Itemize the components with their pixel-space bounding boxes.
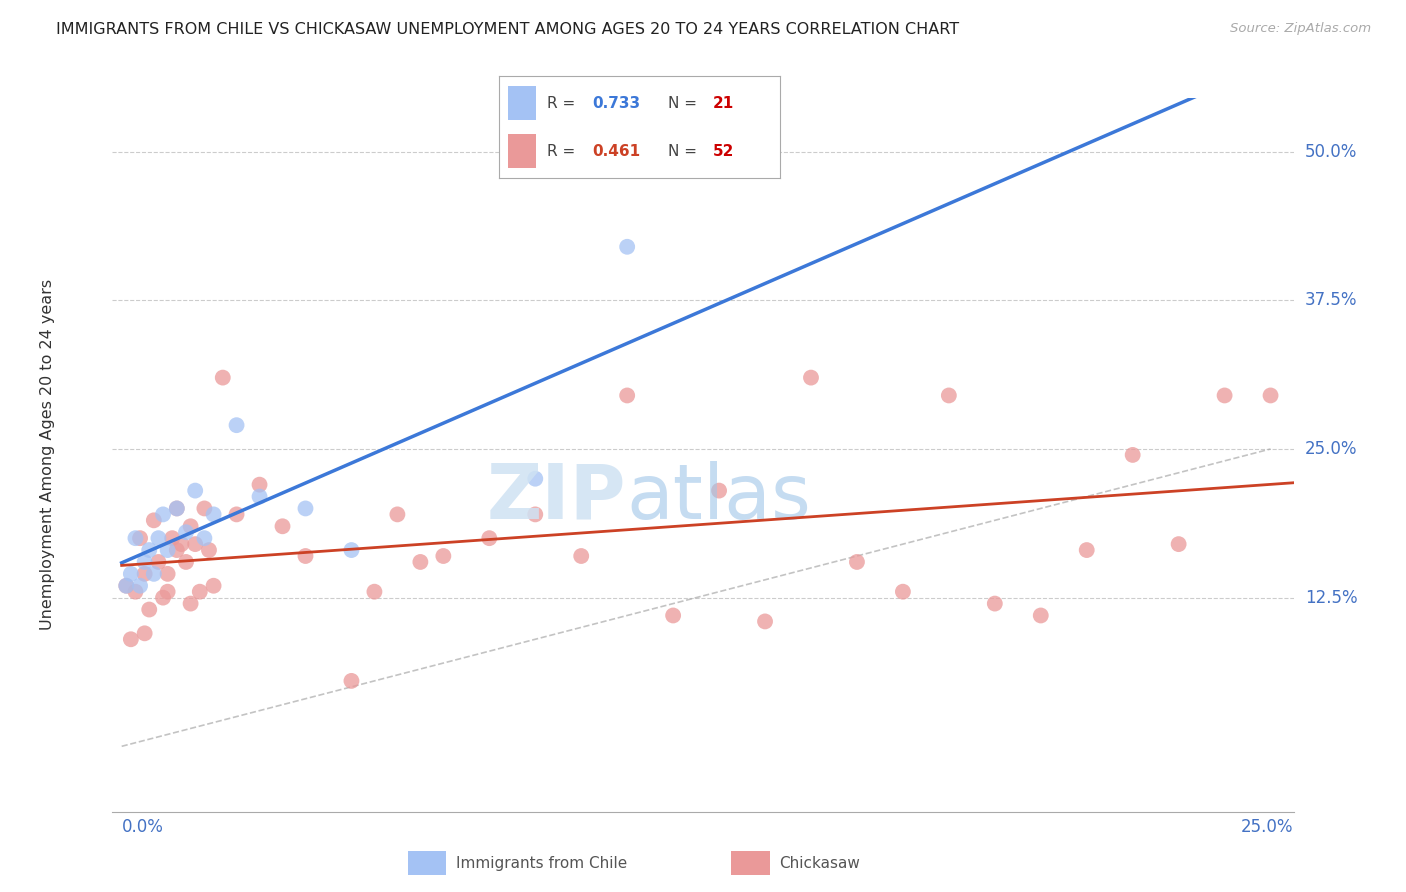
Text: 12.5%: 12.5% [1305, 589, 1357, 607]
Point [152, 508, 174, 522]
Point [249, 490, 271, 504]
Point [363, 584, 385, 599]
Point [1260, 388, 1282, 402]
Point [142, 566, 165, 581]
Point [225, 418, 247, 433]
Point [193, 501, 215, 516]
Text: atlas: atlas [626, 461, 811, 534]
Point [188, 584, 211, 599]
Text: R =: R = [547, 95, 581, 111]
Point [184, 537, 207, 551]
Text: ZIP: ZIP [486, 461, 626, 534]
Point [166, 543, 188, 558]
Point [193, 531, 215, 545]
Text: 52: 52 [713, 144, 734, 159]
Point [211, 370, 233, 384]
Text: 25.0%: 25.0% [1241, 818, 1294, 836]
Text: 21: 21 [713, 95, 734, 111]
Text: Unemployment Among Ages 20 to 24 years: Unemployment Among Ages 20 to 24 years [39, 279, 55, 631]
Point [148, 531, 170, 545]
Point [616, 388, 638, 402]
Point [478, 531, 501, 545]
Point [845, 555, 868, 569]
Point [202, 579, 225, 593]
Point [340, 543, 363, 558]
Bar [508, 135, 536, 168]
Point [115, 579, 138, 593]
Text: Immigrants from Chile: Immigrants from Chile [456, 855, 627, 871]
Point [166, 501, 188, 516]
Point [1076, 543, 1098, 558]
Point [524, 508, 547, 522]
Point [120, 632, 142, 647]
Point [180, 519, 202, 533]
Text: N =: N = [668, 144, 702, 159]
Point [156, 543, 179, 558]
Point [662, 608, 685, 623]
Bar [731, 851, 770, 875]
Point [891, 584, 914, 599]
Text: Chickasaw: Chickasaw [779, 855, 860, 871]
Text: 0.461: 0.461 [592, 144, 640, 159]
Text: Source: ZipAtlas.com: Source: ZipAtlas.com [1230, 22, 1371, 36]
Point [184, 483, 207, 498]
Point [340, 673, 363, 688]
Point [1167, 537, 1189, 551]
Point [938, 388, 960, 402]
Point [134, 626, 156, 640]
Point [569, 549, 592, 563]
Point [129, 579, 152, 593]
Point [170, 537, 193, 551]
Point [138, 602, 160, 616]
Point [202, 508, 225, 522]
Text: 37.5%: 37.5% [1305, 292, 1357, 310]
Point [174, 555, 197, 569]
Point [249, 477, 271, 491]
Point [432, 549, 454, 563]
Point [409, 555, 432, 569]
Point [754, 615, 776, 629]
Text: 0.733: 0.733 [592, 95, 640, 111]
Text: R =: R = [547, 144, 581, 159]
Point [115, 579, 138, 593]
Bar [408, 851, 447, 875]
Point [225, 508, 247, 522]
Point [174, 525, 197, 540]
Point [120, 566, 142, 581]
Point [156, 584, 179, 599]
Point [294, 501, 316, 516]
Point [148, 555, 170, 569]
Point [984, 597, 1007, 611]
Bar [508, 87, 536, 120]
Point [142, 513, 165, 527]
Text: IMMIGRANTS FROM CHILE VS CHICKASAW UNEMPLOYMENT AMONG AGES 20 TO 24 YEARS CORREL: IMMIGRANTS FROM CHILE VS CHICKASAW UNEMP… [56, 22, 959, 37]
Point [134, 566, 156, 581]
Point [138, 543, 160, 558]
Point [387, 508, 409, 522]
Point [271, 519, 294, 533]
Point [180, 597, 202, 611]
Point [616, 240, 638, 254]
Point [166, 501, 188, 516]
Point [134, 555, 156, 569]
Point [1213, 388, 1236, 402]
Point [124, 584, 146, 599]
Point [1029, 608, 1052, 623]
Text: 25.0%: 25.0% [1305, 440, 1357, 458]
Point [707, 483, 730, 498]
Point [160, 531, 183, 545]
Point [800, 370, 823, 384]
Point [129, 531, 152, 545]
Point [156, 566, 179, 581]
Text: 50.0%: 50.0% [1305, 143, 1357, 161]
Point [524, 472, 547, 486]
Text: 0.0%: 0.0% [122, 818, 163, 836]
Point [1122, 448, 1144, 462]
Point [198, 543, 221, 558]
Point [152, 591, 174, 605]
Text: N =: N = [668, 95, 702, 111]
Point [294, 549, 316, 563]
Point [124, 531, 146, 545]
